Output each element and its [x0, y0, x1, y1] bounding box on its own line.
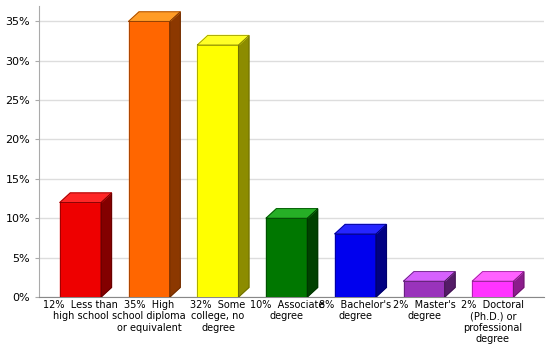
Polygon shape: [239, 35, 249, 297]
Polygon shape: [307, 209, 318, 297]
Polygon shape: [376, 224, 387, 297]
Polygon shape: [445, 272, 455, 297]
Polygon shape: [197, 45, 239, 297]
Polygon shape: [266, 218, 307, 297]
Polygon shape: [472, 281, 514, 297]
Polygon shape: [335, 224, 387, 234]
Polygon shape: [514, 272, 524, 297]
Polygon shape: [60, 202, 101, 297]
Polygon shape: [335, 234, 376, 297]
Polygon shape: [404, 281, 445, 297]
Polygon shape: [60, 193, 112, 202]
Polygon shape: [197, 35, 249, 45]
Polygon shape: [129, 12, 180, 21]
Polygon shape: [170, 12, 180, 297]
Polygon shape: [101, 193, 112, 297]
Polygon shape: [266, 209, 318, 218]
Polygon shape: [404, 272, 455, 281]
Polygon shape: [129, 21, 170, 297]
Polygon shape: [472, 272, 524, 281]
